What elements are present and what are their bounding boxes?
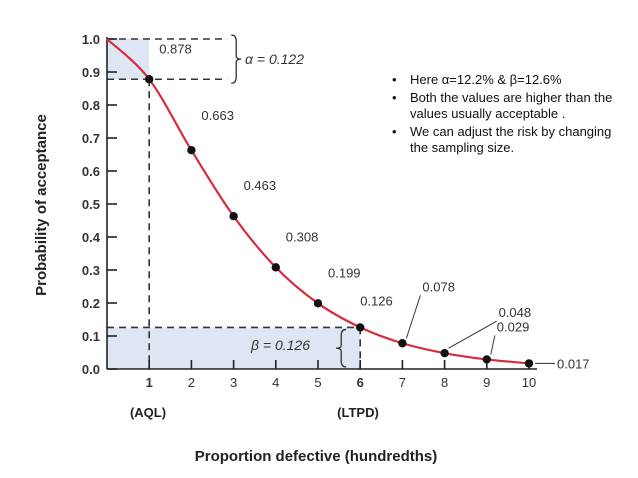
data-label: 0.463 bbox=[244, 178, 277, 193]
data-point bbox=[271, 263, 280, 272]
y-tick-label: 0.8 bbox=[82, 98, 100, 113]
x-tick-label: 1 bbox=[146, 375, 153, 390]
data-point bbox=[356, 323, 365, 332]
bullet-icon: • bbox=[392, 72, 397, 87]
y-tick-label: 0.3 bbox=[82, 263, 100, 278]
data-label-leader bbox=[448, 320, 497, 349]
data-label-leader bbox=[405, 295, 421, 339]
data-label: 0.663 bbox=[201, 108, 234, 123]
x-tick-label: 8 bbox=[441, 375, 448, 390]
bullet-icon: • bbox=[392, 123, 397, 139]
data-point bbox=[524, 359, 534, 368]
note-text: We can adjust the risk by changing the s… bbox=[410, 123, 612, 156]
data-point bbox=[313, 299, 323, 308]
oc-curve-line bbox=[106, 38, 530, 365]
y-tick-label: 0.0 bbox=[82, 362, 100, 377]
aql-label: (AQL) bbox=[130, 405, 166, 420]
x-tick-label: 4 bbox=[272, 375, 279, 390]
beta-brace bbox=[336, 328, 347, 368]
note-item: • Both the values are higher than the val… bbox=[388, 90, 623, 123]
x-axis-label: Proportion defective (hundredths) bbox=[195, 448, 438, 465]
data-point bbox=[482, 355, 491, 364]
note-item: • Here α=12.2% & β=12.6% bbox=[388, 72, 623, 89]
y-tick-label: 0.1 bbox=[82, 329, 100, 344]
y-tick-label: 0.5 bbox=[82, 197, 100, 212]
note-text: Here α=12.2% & β=12.6% bbox=[410, 72, 562, 87]
x-tick-label: 5 bbox=[314, 375, 321, 390]
y-tick-label: 1.0 bbox=[82, 32, 100, 47]
x-tick-label: 9 bbox=[483, 375, 490, 390]
y-tick-label: 0.4 bbox=[82, 230, 101, 245]
note-item: • We can adjust the risk by changing the … bbox=[388, 124, 623, 157]
alpha-brace bbox=[231, 34, 242, 84]
data-label: 0.308 bbox=[286, 229, 319, 244]
x-tick-label: 10 bbox=[522, 375, 536, 390]
note-text: Both the values are higher than the valu… bbox=[410, 89, 613, 122]
data-point bbox=[229, 212, 238, 221]
notes-list: • Here α=12.2% & β=12.6% • Both the values… bbox=[388, 72, 623, 158]
beta-label: β = 0.126 bbox=[250, 337, 310, 353]
data-label: 0.048 bbox=[499, 305, 532, 320]
bullet-icon: • bbox=[392, 89, 397, 105]
y-tick-label: 0.2 bbox=[82, 296, 100, 311]
data-label: 0.878 bbox=[159, 41, 192, 56]
x-tick-label: 3 bbox=[230, 375, 237, 390]
x-tick-label: 2 bbox=[188, 375, 195, 390]
alpha-label: α = 0.122 bbox=[245, 51, 304, 67]
data-point bbox=[187, 146, 196, 155]
data-point bbox=[440, 348, 449, 358]
y-tick-label: 0.6 bbox=[82, 164, 100, 179]
data-label-leader bbox=[490, 335, 496, 355]
data-label: 0.029 bbox=[497, 319, 530, 334]
data-label: 0.199 bbox=[328, 265, 361, 280]
data-label: 0.017 bbox=[557, 356, 590, 371]
y-axis-label: Probability of acceptance bbox=[33, 114, 50, 296]
y-tick-label: 0.7 bbox=[82, 131, 100, 146]
ltpd-label: (LTPD) bbox=[337, 405, 379, 420]
data-label: 0.078 bbox=[422, 279, 455, 294]
y-tick-label: 0.9 bbox=[82, 65, 100, 80]
x-tick-label: 6 bbox=[357, 375, 364, 390]
data-point bbox=[145, 75, 154, 84]
data-label: 0.126 bbox=[360, 293, 393, 308]
x-tick-label: 7 bbox=[399, 375, 406, 390]
data-point bbox=[398, 339, 407, 348]
